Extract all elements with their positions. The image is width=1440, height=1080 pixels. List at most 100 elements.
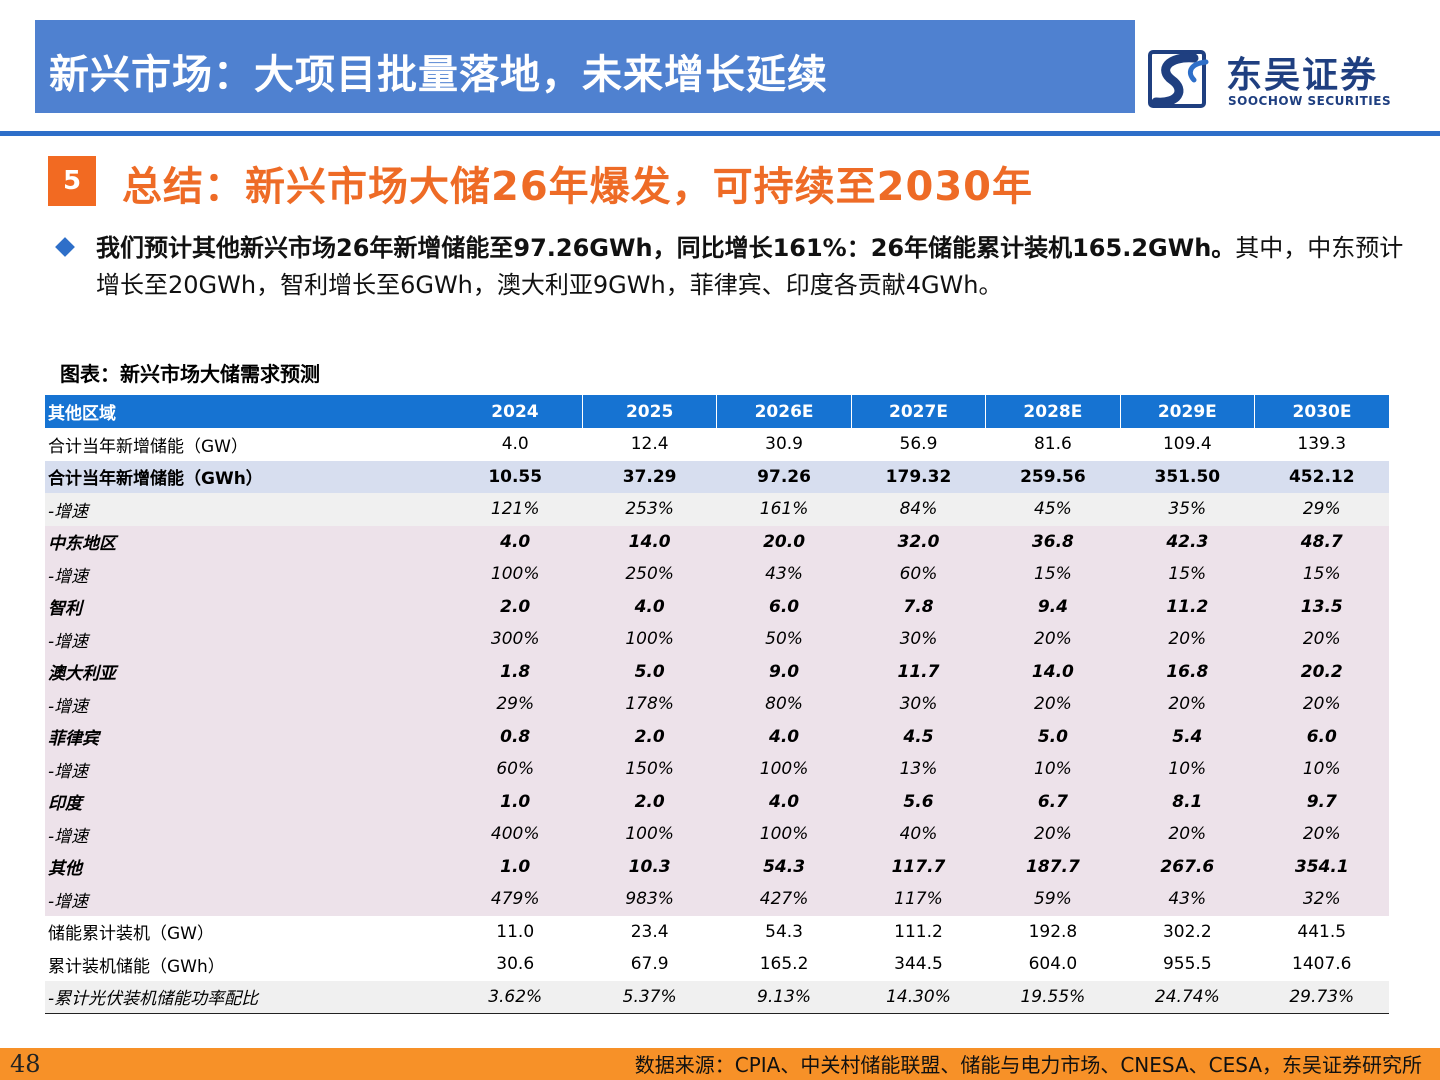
row-label-cell: -增速 (45, 493, 448, 526)
value-cell: 150% (582, 753, 717, 786)
value-cell: 20% (1120, 688, 1255, 721)
value-cell: 111.2 (851, 915, 986, 948)
value-cell: 32.0 (851, 525, 986, 558)
value-cell: 5.4 (1120, 720, 1255, 753)
section-number-badge: 5 (48, 156, 96, 206)
value-cell: 3.62% (448, 980, 583, 1014)
value-cell: 9.4 (985, 590, 1121, 623)
value-cell: 4.5 (851, 720, 986, 753)
header-year-cell: 2028E (985, 395, 1121, 428)
value-cell: 60% (851, 558, 986, 591)
table-row: 储能累计装机（GW） 11.0 23.4 54.3 111.2 192.8 302.2 441… (45, 915, 1389, 948)
row-label-cell: -增速 (45, 623, 448, 656)
value-cell: 6.7 (985, 785, 1121, 818)
value-cell: 37.29 (582, 460, 717, 493)
value-cell: 5.37% (582, 980, 717, 1014)
row-label-cell: 累计装机储能（GWh） (45, 948, 448, 981)
header-year-cell: 2029E (1120, 395, 1256, 428)
value-cell: 121% (448, 493, 583, 526)
value-cell: 80% (716, 688, 852, 721)
value-cell: 259.56 (985, 460, 1121, 493)
value-cell: 19.55% (985, 980, 1121, 1014)
value-cell: 250% (582, 558, 717, 591)
value-cell: 15% (1254, 558, 1389, 591)
value-cell: 14.30% (851, 980, 986, 1014)
value-cell: 109.4 (1120, 428, 1255, 461)
value-cell: 20% (1254, 623, 1389, 656)
table-row: 合计当年新增储能（GWh） 10.55 37.29 97.26 179.32 259.56… (45, 460, 1389, 493)
row-label-cell: 菲律宾 (45, 720, 448, 753)
value-cell: 178% (582, 688, 717, 721)
value-cell: 452.12 (1254, 460, 1389, 493)
value-cell: 35% (1120, 493, 1255, 526)
value-cell: 56.9 (851, 428, 986, 461)
value-cell: 10% (985, 753, 1121, 786)
value-cell: 1.0 (448, 850, 583, 883)
page-number: 48 (10, 1050, 41, 1078)
table-caption: 图表：新兴市场大储需求预测 (60, 362, 320, 386)
summary-normal-text: 其中，中东预计增长至20GWh，智利增长至6GWh，澳大利亚9GWh，菲律宾、印… (96, 234, 1404, 299)
value-cell: 20.2 (1254, 655, 1389, 688)
value-cell: 54.3 (716, 850, 852, 883)
row-label-cell: -增速 (45, 753, 448, 786)
value-cell: 267.6 (1120, 850, 1255, 883)
value-cell: 10% (1254, 753, 1389, 786)
value-cell: 13% (851, 753, 986, 786)
value-cell: 302.2 (1120, 915, 1255, 948)
value-cell: 9.0 (716, 655, 852, 688)
value-cell: 29% (448, 688, 583, 721)
value-cell: 139.3 (1254, 428, 1389, 461)
row-label-cell: -增速 (45, 818, 448, 851)
header-year-cell: 2026E (716, 395, 852, 428)
value-cell: 20% (985, 688, 1121, 721)
table-row: -增速 479% 983% 427% 117% 59% 43% 32% (45, 883, 1389, 916)
row-label-cell: 合计当年新增储能（GW） (45, 428, 448, 461)
value-cell: 983% (582, 883, 717, 916)
value-cell: 192.8 (985, 915, 1121, 948)
row-label-cell: 印度 (45, 785, 448, 818)
value-cell: 100% (582, 623, 717, 656)
value-cell: 23.4 (582, 915, 717, 948)
value-cell: 45% (985, 493, 1121, 526)
slide-title: 新兴市场：大项目批量落地，未来增长延续 (49, 52, 828, 98)
value-cell: 29.73% (1254, 980, 1389, 1014)
value-cell: 9.13% (716, 980, 852, 1014)
value-cell: 6.0 (1254, 720, 1389, 753)
value-cell: 20.0 (716, 525, 852, 558)
value-cell: 427% (716, 883, 852, 916)
value-cell: 2.0 (448, 590, 583, 623)
table-row: -增速 100% 250% 43% 60% 15% 15% 15% (45, 558, 1389, 591)
table-row: -增速 300% 100% 50% 30% 20% 20% 20% (45, 623, 1389, 656)
value-cell: 300% (448, 623, 583, 656)
table-row: 中东地区 4.0 14.0 20.0 32.0 36.8 42.3 48.7 (45, 525, 1389, 558)
value-cell: 117% (851, 883, 986, 916)
row-label-cell: 其他 (45, 850, 448, 883)
logo-english-name: SOOCHOW SECURITIES (1228, 94, 1392, 108)
value-cell: 1.8 (448, 655, 583, 688)
value-cell: 20% (985, 818, 1121, 851)
table-row: 澳大利亚 1.8 5.0 9.0 11.7 14.0 16.8 20.2 (45, 655, 1389, 688)
value-cell: 42.3 (1120, 525, 1255, 558)
value-cell: 2.0 (582, 785, 717, 818)
row-label-cell: 合计当年新增储能（GWh） (45, 460, 448, 493)
value-cell: 100% (582, 818, 717, 851)
value-cell: 4.0 (448, 525, 583, 558)
header-year-cell: 2024 (448, 395, 583, 428)
row-label-cell: -增速 (45, 688, 448, 721)
value-cell: 165.2 (716, 948, 852, 981)
value-cell: 10.3 (582, 850, 717, 883)
header-region-cell: 其他区域 (45, 395, 448, 428)
row-label-cell: -增速 (45, 558, 448, 591)
table-row: -增速 29% 178% 80% 30% 20% 20% 20% (45, 688, 1389, 721)
table-row: -增速 60% 150% 100% 13% 10% 10% 10% (45, 753, 1389, 786)
value-cell: 14.0 (985, 655, 1121, 688)
value-cell: 4.0 (716, 785, 852, 818)
value-cell: 43% (1120, 883, 1255, 916)
table-row: -累计光伏装机储能功率配比 3.62% 5.37% 9.13% 14.30% 19.55%… (45, 980, 1389, 1014)
value-cell: 48.7 (1254, 525, 1389, 558)
logo-chinese-name: 东吴证券 (1226, 55, 1379, 96)
row-label-cell: -累计光伏装机储能功率配比 (45, 980, 448, 1014)
forecast-table: 其他区域 2024 2025 2026E 2027E 2028E 2029E 2030E 合计当… (45, 395, 1389, 1014)
value-cell: 100% (716, 753, 852, 786)
value-cell: 8.1 (1120, 785, 1255, 818)
